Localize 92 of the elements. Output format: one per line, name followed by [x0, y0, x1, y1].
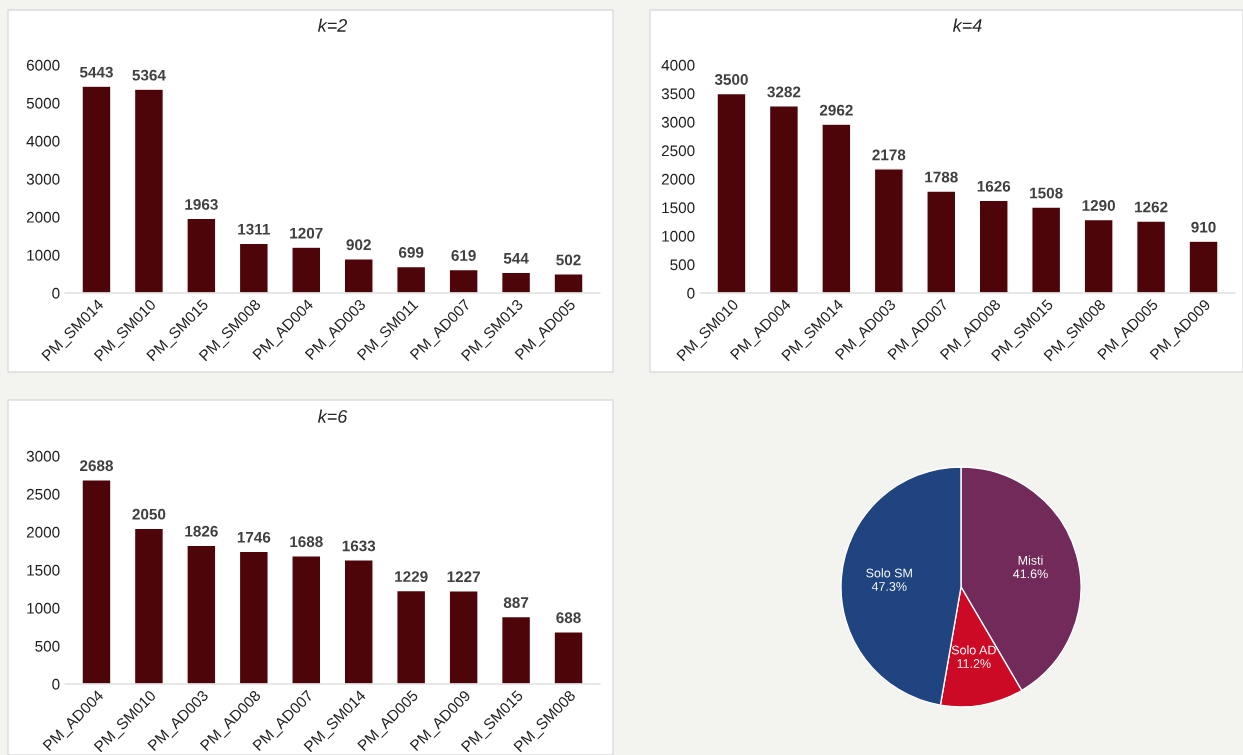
- data-label: 1963: [185, 199, 218, 210]
- y-tick-label: 3500: [661, 88, 695, 100]
- data-label: 2688: [80, 460, 113, 472]
- data-label: 11.2%: [957, 659, 991, 668]
- data-label: 1826: [185, 525, 218, 537]
- data-label: 699: [398, 247, 424, 258]
- y-tick-label: 0: [687, 287, 695, 299]
- bar: [291, 246, 322, 293]
- y-tick-label: 2000: [661, 173, 695, 185]
- data-label: 2050: [132, 508, 166, 520]
- data-label: 1311: [238, 223, 270, 235]
- bar: [926, 190, 957, 293]
- data-label: 688: [556, 612, 581, 624]
- y-tick-label: 500: [670, 259, 695, 271]
- bar: [500, 615, 532, 684]
- data-label: 3282: [767, 86, 801, 98]
- bar: [81, 85, 112, 293]
- data-label: 1746: [237, 531, 271, 543]
- bar: [133, 527, 165, 684]
- bar: [500, 271, 532, 293]
- bar: [186, 544, 217, 684]
- data-label: 47.3%: [871, 582, 907, 591]
- data-label: 902: [346, 239, 371, 251]
- y-tick-label: 2500: [26, 488, 60, 500]
- bar: [1083, 218, 1114, 293]
- data-label: 1688: [290, 536, 323, 548]
- y-tick-label: 2000: [26, 211, 60, 223]
- bar: [186, 217, 217, 293]
- data-label: 1626: [977, 180, 1011, 192]
- slice-label: Misti: [1018, 555, 1043, 565]
- y-tick-label: 1000: [27, 602, 60, 614]
- bar: [81, 479, 112, 684]
- y-tick-label: 6000: [26, 59, 60, 71]
- data-label: 5443: [79, 66, 113, 78]
- y-tick-label: 1500: [662, 202, 695, 214]
- bar: [873, 168, 904, 293]
- bar: [978, 199, 1009, 293]
- y-tick-label: 1500: [27, 564, 60, 576]
- bar: [396, 265, 427, 293]
- y-tick-label: 3000: [26, 173, 60, 185]
- data-label: 5364: [132, 69, 166, 81]
- data-label: 910: [1191, 221, 1216, 233]
- y-tick-label: 4000: [26, 135, 60, 147]
- bar: [716, 92, 747, 293]
- y-tick-label: 4000: [661, 59, 695, 71]
- data-label: 1262: [1135, 201, 1168, 213]
- data-label: 3500: [714, 74, 748, 85]
- data-label: 1227: [447, 571, 480, 583]
- y-tick-label: 2000: [26, 526, 60, 538]
- y-tick-label: 1000: [662, 230, 695, 242]
- bar: [396, 589, 427, 684]
- data-label: 1633: [342, 540, 376, 552]
- y-tick-label: 2500: [661, 145, 695, 157]
- data-label: 619: [451, 250, 476, 261]
- y-tick-label: 0: [52, 287, 60, 299]
- y-tick-label: 3000: [26, 450, 60, 462]
- bar: [553, 631, 584, 684]
- data-label: 1207: [290, 227, 323, 239]
- data-label: 887: [503, 597, 529, 609]
- data-label: 41.6%: [1013, 569, 1048, 579]
- data-label: 1229: [395, 571, 428, 583]
- y-tick-label: 5000: [26, 97, 60, 109]
- bar: [343, 559, 374, 684]
- y-tick-label: 1000: [27, 249, 60, 261]
- bar: [768, 105, 800, 293]
- data-label: 502: [556, 254, 581, 266]
- bar: [448, 590, 479, 684]
- slice-label: Solo AD: [951, 645, 996, 655]
- slice-label: Solo SM: [866, 568, 912, 578]
- bar: [448, 268, 479, 293]
- bar: [821, 123, 852, 293]
- data-label: 1290: [1082, 200, 1115, 211]
- bar: [238, 242, 269, 293]
- data-label: 2178: [872, 149, 906, 161]
- data-label: 1508: [1030, 187, 1063, 199]
- data-label: 2962: [819, 104, 853, 116]
- y-tick-label: 500: [35, 640, 60, 652]
- y-tick-label: 3000: [661, 116, 695, 128]
- bar: [133, 88, 165, 293]
- bar: [1031, 206, 1062, 293]
- data-label: 1788: [925, 171, 958, 183]
- bar: [1135, 220, 1167, 293]
- bar: [343, 258, 374, 293]
- bar: [553, 273, 584, 293]
- chart-title: k=4: [952, 18, 982, 32]
- bar: [291, 555, 322, 684]
- chart-title: k=6: [317, 409, 348, 423]
- data-label: 544: [503, 253, 529, 264]
- bar: [238, 550, 269, 684]
- chart-title: k=2: [317, 18, 348, 32]
- y-tick-label: 0: [52, 678, 60, 690]
- bar: [1188, 240, 1219, 293]
